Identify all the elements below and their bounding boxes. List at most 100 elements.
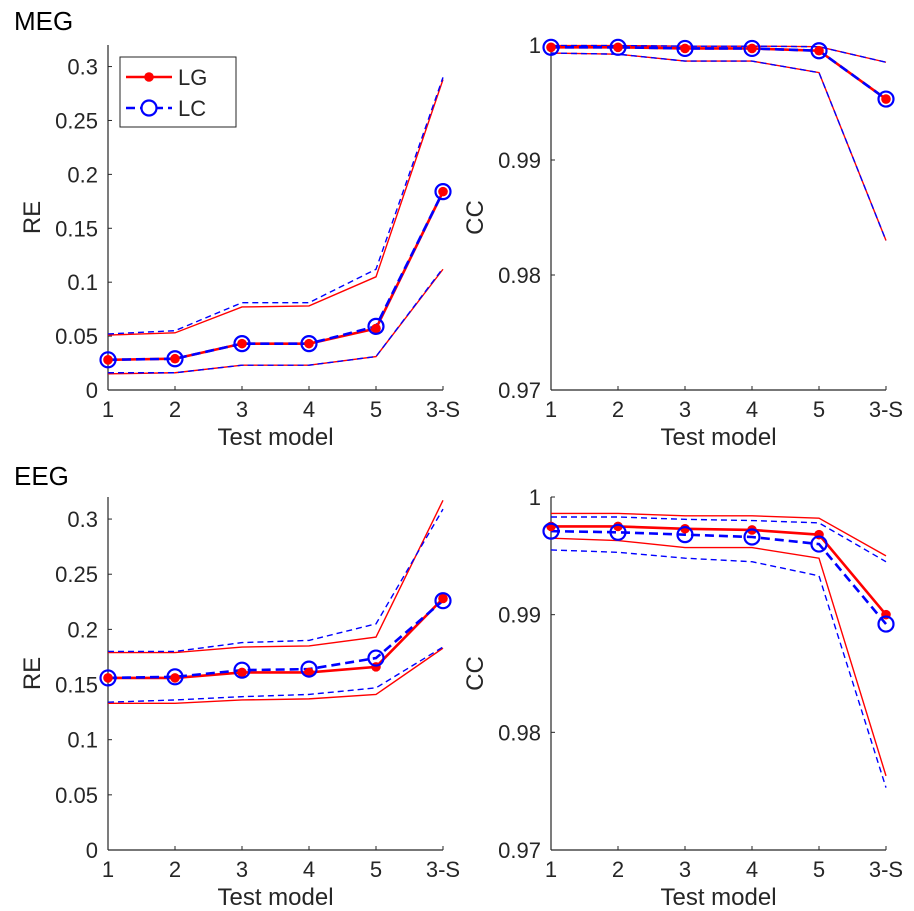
chart-panel-4: 0.97 0.98 0.99 1 1 2 3 4 5 3-S Test model CC bbox=[462, 485, 903, 911]
band-lower-line bbox=[108, 647, 444, 704]
legend-label-lc: LC bbox=[178, 96, 206, 121]
band-upper-line bbox=[107, 77, 444, 335]
x-tick-label: 2 bbox=[169, 397, 181, 422]
y-tick-label: 0.2 bbox=[67, 617, 98, 642]
legend-marker-lg bbox=[144, 72, 154, 82]
point-lg bbox=[237, 667, 247, 678]
y-tick-label: 0.25 bbox=[55, 108, 98, 133]
section-label-eeg: EEG bbox=[14, 461, 69, 491]
legend: LG LC bbox=[119, 56, 237, 128]
y-axis-label: CC bbox=[462, 656, 489, 691]
point-lg bbox=[881, 94, 891, 104]
x-tick-label: 3 bbox=[236, 857, 248, 882]
point-lc bbox=[300, 335, 318, 353]
y-tick-label: 0.98 bbox=[498, 720, 541, 745]
x-axis-label: Test model bbox=[660, 884, 776, 911]
y-tick-label: 0.05 bbox=[55, 324, 98, 349]
point-lg bbox=[304, 338, 314, 349]
y-tick-label: 0.3 bbox=[67, 507, 98, 532]
point-lg bbox=[747, 43, 757, 54]
y-tick-label: 0 bbox=[86, 838, 98, 863]
x-axis-label: Test model bbox=[217, 884, 333, 911]
point-lg bbox=[304, 667, 314, 678]
y-tick-label: 1 bbox=[529, 33, 541, 58]
x-tick-label: 4 bbox=[746, 397, 758, 422]
point-lc bbox=[367, 649, 385, 667]
point-lg bbox=[680, 523, 690, 534]
y-tick-label: 0.15 bbox=[55, 216, 98, 241]
chart-panel-1: 0 0.05 0.1 0.15 0.2 0.25 0.3 1 2 3 4 5 3-S Test model… bbox=[19, 45, 460, 451]
x-tick-label: 4 bbox=[746, 857, 758, 882]
point-lg bbox=[546, 42, 556, 53]
point-lc bbox=[609, 523, 627, 541]
x-tick-label: 5 bbox=[370, 397, 382, 422]
point-lc bbox=[166, 350, 184, 368]
point-lc bbox=[300, 660, 318, 678]
band-lower-line bbox=[550, 52, 887, 241]
band-upper-line bbox=[108, 508, 444, 653]
band-lower-line bbox=[550, 549, 887, 788]
series-line-lc bbox=[107, 599, 444, 680]
section-label-meg: MEG bbox=[14, 6, 73, 36]
x-tick-label: 3-S bbox=[869, 857, 903, 882]
y-tick-label: 0.3 bbox=[67, 55, 98, 80]
y-axis-label: RE bbox=[19, 657, 46, 690]
band-upper-line bbox=[107, 79, 444, 336]
point-lc bbox=[743, 39, 761, 58]
x-tick-label: 4 bbox=[303, 397, 315, 422]
band-lower-line bbox=[108, 267, 444, 374]
band-upper-line bbox=[108, 500, 444, 654]
x-axis-label: Test model bbox=[660, 424, 776, 451]
x-tick-label: 2 bbox=[612, 397, 624, 422]
point-lc bbox=[810, 42, 828, 60]
y-tick-label: 0.25 bbox=[55, 562, 98, 587]
point-lg bbox=[680, 43, 690, 54]
x-tick-label: 3-S bbox=[869, 397, 903, 422]
y-tick-label: 0.97 bbox=[498, 378, 541, 403]
x-tick-label: 1 bbox=[102, 397, 114, 422]
point-lc bbox=[877, 615, 895, 633]
band-lower-line bbox=[550, 52, 887, 241]
point-lg bbox=[814, 45, 824, 56]
point-lg bbox=[613, 42, 623, 53]
y-tick-label: 1 bbox=[529, 485, 541, 510]
legend-box bbox=[119, 56, 237, 128]
x-tick-label: 1 bbox=[545, 397, 557, 422]
y-tick-label: 0.05 bbox=[55, 783, 98, 808]
point-lg bbox=[438, 186, 448, 197]
x-tick-label: 5 bbox=[813, 397, 825, 422]
point-lg bbox=[170, 673, 180, 683]
point-lc bbox=[99, 669, 117, 687]
y-tick-label: 0.2 bbox=[67, 162, 98, 187]
x-tick-label: 3-S bbox=[426, 857, 460, 882]
x-tick-label: 1 bbox=[545, 857, 557, 882]
y-tick-label: 0.97 bbox=[498, 838, 541, 863]
point-lg bbox=[170, 353, 180, 364]
point-lc bbox=[99, 351, 117, 369]
series-line-lg bbox=[108, 597, 444, 680]
point-lg bbox=[103, 355, 113, 365]
point-lc bbox=[743, 528, 761, 546]
point-lc bbox=[877, 90, 895, 108]
x-tick-label: 3-S bbox=[426, 397, 460, 422]
y-tick-label: 0.99 bbox=[498, 148, 541, 173]
y-tick-label: 0 bbox=[86, 378, 98, 403]
x-tick-label: 2 bbox=[612, 857, 624, 882]
x-tick-label: 4 bbox=[303, 857, 315, 882]
point-lg bbox=[237, 338, 247, 349]
x-tick-label: 2 bbox=[169, 857, 181, 882]
x-tick-label: 5 bbox=[813, 857, 825, 882]
point-lg bbox=[371, 323, 381, 334]
band-lower-line bbox=[107, 646, 444, 703]
x-tick-label: 5 bbox=[370, 857, 382, 882]
chart-panel-3: 0 0.05 0.1 0.15 0.2 0.25 0.3 1 2 3 4 5 3-S Test model… bbox=[19, 497, 460, 911]
legend-label-lg: LG bbox=[178, 65, 207, 90]
point-lc bbox=[676, 526, 694, 544]
point-lc bbox=[233, 661, 251, 679]
point-lc bbox=[542, 522, 560, 540]
point-lc bbox=[609, 38, 627, 56]
y-axis-label: RE bbox=[19, 201, 46, 234]
point-lc bbox=[233, 335, 251, 353]
point-lc bbox=[166, 668, 184, 686]
